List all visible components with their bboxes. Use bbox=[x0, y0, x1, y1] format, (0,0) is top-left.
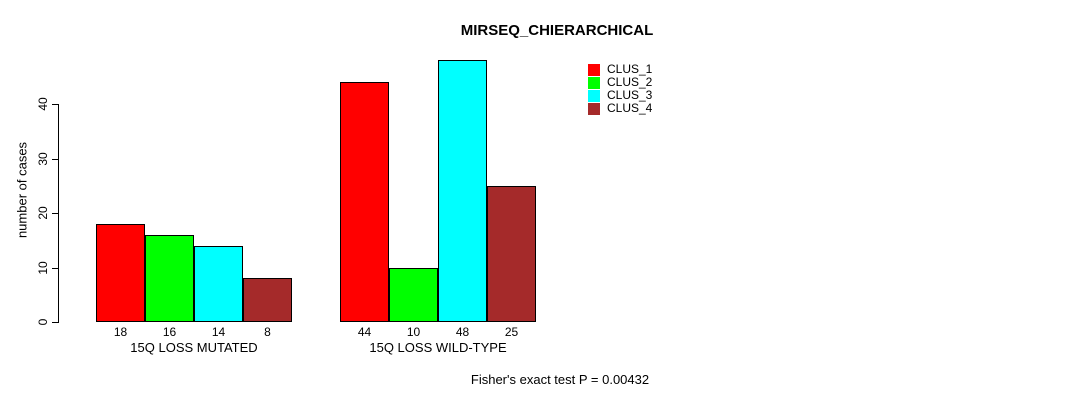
legend-label: CLUS_4 bbox=[607, 101, 653, 115]
bar-clus_3 bbox=[194, 245, 243, 322]
legend-item-clus_3: CLUS_3 bbox=[588, 89, 652, 102]
bar-value-label: 25 bbox=[504, 325, 519, 339]
y-axis-tick bbox=[52, 213, 58, 214]
bar-clus_2 bbox=[389, 267, 438, 322]
bar-clus_2 bbox=[145, 234, 194, 322]
legend-swatch-clus_2 bbox=[588, 76, 600, 89]
bar-clus_4 bbox=[243, 278, 292, 322]
legend: CLUS_1 CLUS_2 CLUS_3 CLUS_4 bbox=[588, 63, 652, 115]
bar-clus_3 bbox=[438, 60, 487, 322]
y-axis-tick-label: 10 bbox=[36, 260, 50, 275]
bar-value-label: 14 bbox=[211, 325, 226, 339]
bar-value-label: 8 bbox=[264, 325, 271, 339]
legend-item-clus_4: CLUS_4 bbox=[588, 102, 652, 115]
bar-clus_1 bbox=[340, 82, 389, 322]
x-category-label: 15Q LOSS MUTATED bbox=[130, 340, 258, 355]
y-axis-line bbox=[58, 104, 59, 323]
bar-value-label: 10 bbox=[406, 325, 421, 339]
x-category-label: 15Q LOSS WILD-TYPE bbox=[369, 340, 507, 355]
y-axis-tick bbox=[52, 104, 58, 105]
bar-clus_4 bbox=[487, 185, 536, 322]
legend-label: CLUS_3 bbox=[607, 88, 653, 102]
legend-swatch-clus_4 bbox=[588, 102, 600, 115]
y-axis-tick-label: 30 bbox=[36, 151, 50, 166]
legend-item-clus_2: CLUS_2 bbox=[588, 76, 652, 89]
y-axis-tick-label: 40 bbox=[36, 97, 50, 111]
y-axis-tick bbox=[52, 322, 58, 323]
y-axis-label: number of cases bbox=[14, 141, 30, 239]
chart-title: MIRSEQ_CHIERARCHICAL bbox=[460, 22, 654, 39]
y-axis-tick bbox=[52, 158, 58, 160]
legend-swatch-clus_1 bbox=[588, 63, 600, 76]
legend-item-clus_1: CLUS_1 bbox=[588, 63, 652, 76]
y-axis-tick-label: 20 bbox=[36, 206, 50, 220]
bar-value-label: 18 bbox=[113, 325, 128, 339]
y-axis-tick-label: 0 bbox=[36, 318, 50, 326]
y-axis-tick bbox=[52, 267, 58, 269]
legend-swatch-clus_3 bbox=[588, 89, 600, 102]
bar-value-label: 44 bbox=[357, 325, 372, 339]
legend-label: CLUS_1 bbox=[607, 62, 653, 76]
bar-value-label: 48 bbox=[455, 325, 470, 339]
annotation-text: Fisher's exact test P = 0.00432 bbox=[470, 372, 650, 387]
bar-value-label: 16 bbox=[162, 325, 177, 339]
bar-clus_1 bbox=[96, 223, 145, 322]
legend-label: CLUS_2 bbox=[607, 75, 653, 89]
